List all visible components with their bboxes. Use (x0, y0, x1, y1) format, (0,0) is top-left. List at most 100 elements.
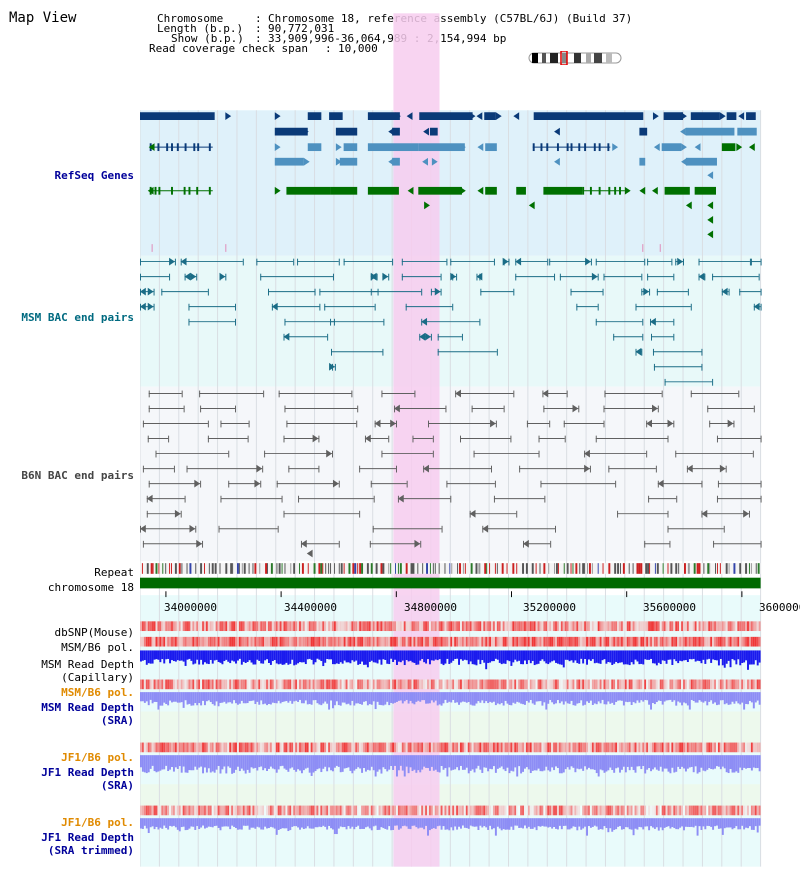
jf1-b6-pol-cell (221, 742, 224, 753)
jf1-b6-pol-2-cell (300, 805, 303, 816)
jf1-b6-pol-2-cell (364, 805, 367, 816)
msm-b6-pol-cell (258, 636, 261, 647)
msm-b6-pol-2-cell (299, 679, 301, 690)
jf1-depth-trim-bar (492, 818, 495, 829)
strand-arrow (147, 186, 154, 195)
msm-bac-pair-end (235, 303, 236, 311)
jf1-depth-sra-bar (609, 755, 612, 768)
msm-b6-pol-cell (737, 636, 740, 647)
strand-arrow (335, 157, 342, 166)
jf1-depth-trim-bar (522, 818, 524, 829)
jf1-depth-sra-bar (140, 755, 142, 768)
dbsnp-cell (378, 621, 381, 632)
msm-depth-sra-bar (694, 692, 697, 703)
msm-depth-cap-bar (417, 650, 420, 665)
jf1-b6-pol-cell (648, 742, 651, 753)
msm-depth-cap-bar (716, 650, 718, 661)
chromosome-bar[interactable] (140, 577, 761, 589)
jf1-b6-pol-2-cell (448, 805, 451, 816)
jf1-depth-sra-bar (240, 755, 243, 769)
msm-depth-sra-bar (706, 692, 709, 706)
msm-b6-pol-2-cell (465, 679, 468, 690)
msm-depth-sra-bar (543, 692, 546, 703)
genome-track-panel[interactable] (140, 0, 780, 880)
msm-b6-pol-2-cell (295, 679, 298, 690)
msm-b6-pol-cell (549, 636, 552, 647)
repeat-element (608, 563, 611, 574)
repeat-track[interactable] (140, 563, 761, 574)
highlight-region[interactable] (393, 13, 440, 867)
b6n-bac-pair-end (519, 465, 521, 473)
jf1-b6-pol-2-cell (240, 805, 243, 816)
jf1-b6-pol-cell (281, 742, 284, 753)
dbsnp-cell (302, 621, 305, 632)
dbsnp-cell (541, 621, 544, 632)
dbsnp-cell (349, 621, 352, 632)
jf1-depth-sra-bar (638, 755, 641, 767)
strand-arrow (681, 143, 687, 152)
msm-depth-sra-bar (704, 692, 707, 702)
refseq-genes-track[interactable] (140, 112, 757, 252)
b6n-bac-pair-end (495, 420, 497, 428)
jf1-b6-pol-cell (675, 742, 678, 753)
polymorphism-tracks[interactable] (140, 621, 761, 816)
jf1-depth-trim-bar (525, 818, 528, 829)
jf1-depth-sra-bar (390, 755, 393, 766)
msm-depth-sra-bar (277, 692, 280, 701)
b6n-bac-pair-end (397, 495, 399, 503)
jf1-b6-pol-2-cell (512, 805, 515, 816)
repeat-element (204, 563, 205, 574)
msm-b6-pol-2-cell (750, 679, 753, 690)
msm-depth-sra-bar (745, 692, 748, 704)
msm-b6-pol-2-cell (607, 679, 610, 690)
jf1-depth-sra-bar (568, 755, 571, 770)
b6n-bac-pair-end (578, 405, 580, 413)
jf1-b6-pol-2-cell (650, 805, 652, 816)
jf1-depth-trim-bar (572, 818, 575, 827)
repeat-element (506, 563, 508, 574)
msm-b6-pol-2-cell (454, 679, 457, 690)
jf1-depth-sra-bar (349, 755, 352, 771)
dbsnp-cell (448, 621, 451, 632)
msm-depth-sra-bar (213, 692, 216, 706)
jf1-depth-trim-bar (646, 818, 649, 827)
msm-b6-pol-2-cell (258, 679, 261, 690)
jf1-b6-pol-cell (141, 742, 144, 753)
jf1-depth-sra-bar (516, 755, 519, 777)
jf1-b6-pol-2-cell (277, 805, 280, 816)
msm-depth-cap-bar (205, 650, 208, 664)
msm-depth-cap-bar (463, 650, 466, 660)
msm-bac-pair-arrow (677, 257, 684, 266)
dbsnp-cell (745, 621, 748, 632)
chromosome-ideogram[interactable] (528, 51, 622, 65)
b6n-bac-pair-end (445, 405, 447, 413)
read-depth-tracks[interactable] (140, 650, 761, 836)
msm-b6-pol-cell (460, 636, 462, 647)
msm-bac-pair-end (419, 333, 421, 341)
jf1-depth-sra-bar (198, 755, 201, 768)
jf1-depth-trim-bar (169, 818, 172, 826)
jf1-depth-trim-bar (458, 818, 460, 827)
repeat-element (687, 563, 690, 574)
jf1-depth-trim-bar (411, 818, 414, 826)
jf1-depth-sra-bar (555, 755, 557, 767)
msm-b6-pol-cell (392, 636, 395, 647)
msm-b6-pol-2-cell (743, 679, 746, 690)
jf1-depth-sra-bar (434, 755, 437, 770)
msm-depth-cap-bar (531, 650, 534, 661)
jf1-depth-trim-bar (675, 818, 678, 830)
jf1-b6-pol-cell (382, 742, 385, 753)
b6n-bac-end-pairs-track[interactable] (140, 389, 762, 558)
repeat-element (293, 563, 296, 574)
jf1-depth-trim-bar (748, 818, 751, 827)
jf1-depth-trim-bar (686, 818, 689, 827)
b6n-bac-pair-end (669, 540, 671, 548)
jf1-depth-sra-bar (161, 755, 164, 770)
repeat-element (320, 563, 323, 574)
msm-bac-end-pairs-track[interactable] (140, 257, 762, 386)
jf1-b6-pol-2-cell (363, 805, 365, 816)
msm-b6-pol-cell (510, 636, 513, 647)
msm-b6-pol-2-cell (285, 679, 288, 690)
repeat-element (575, 563, 578, 574)
msm-b6-pol-cell (500, 636, 503, 647)
